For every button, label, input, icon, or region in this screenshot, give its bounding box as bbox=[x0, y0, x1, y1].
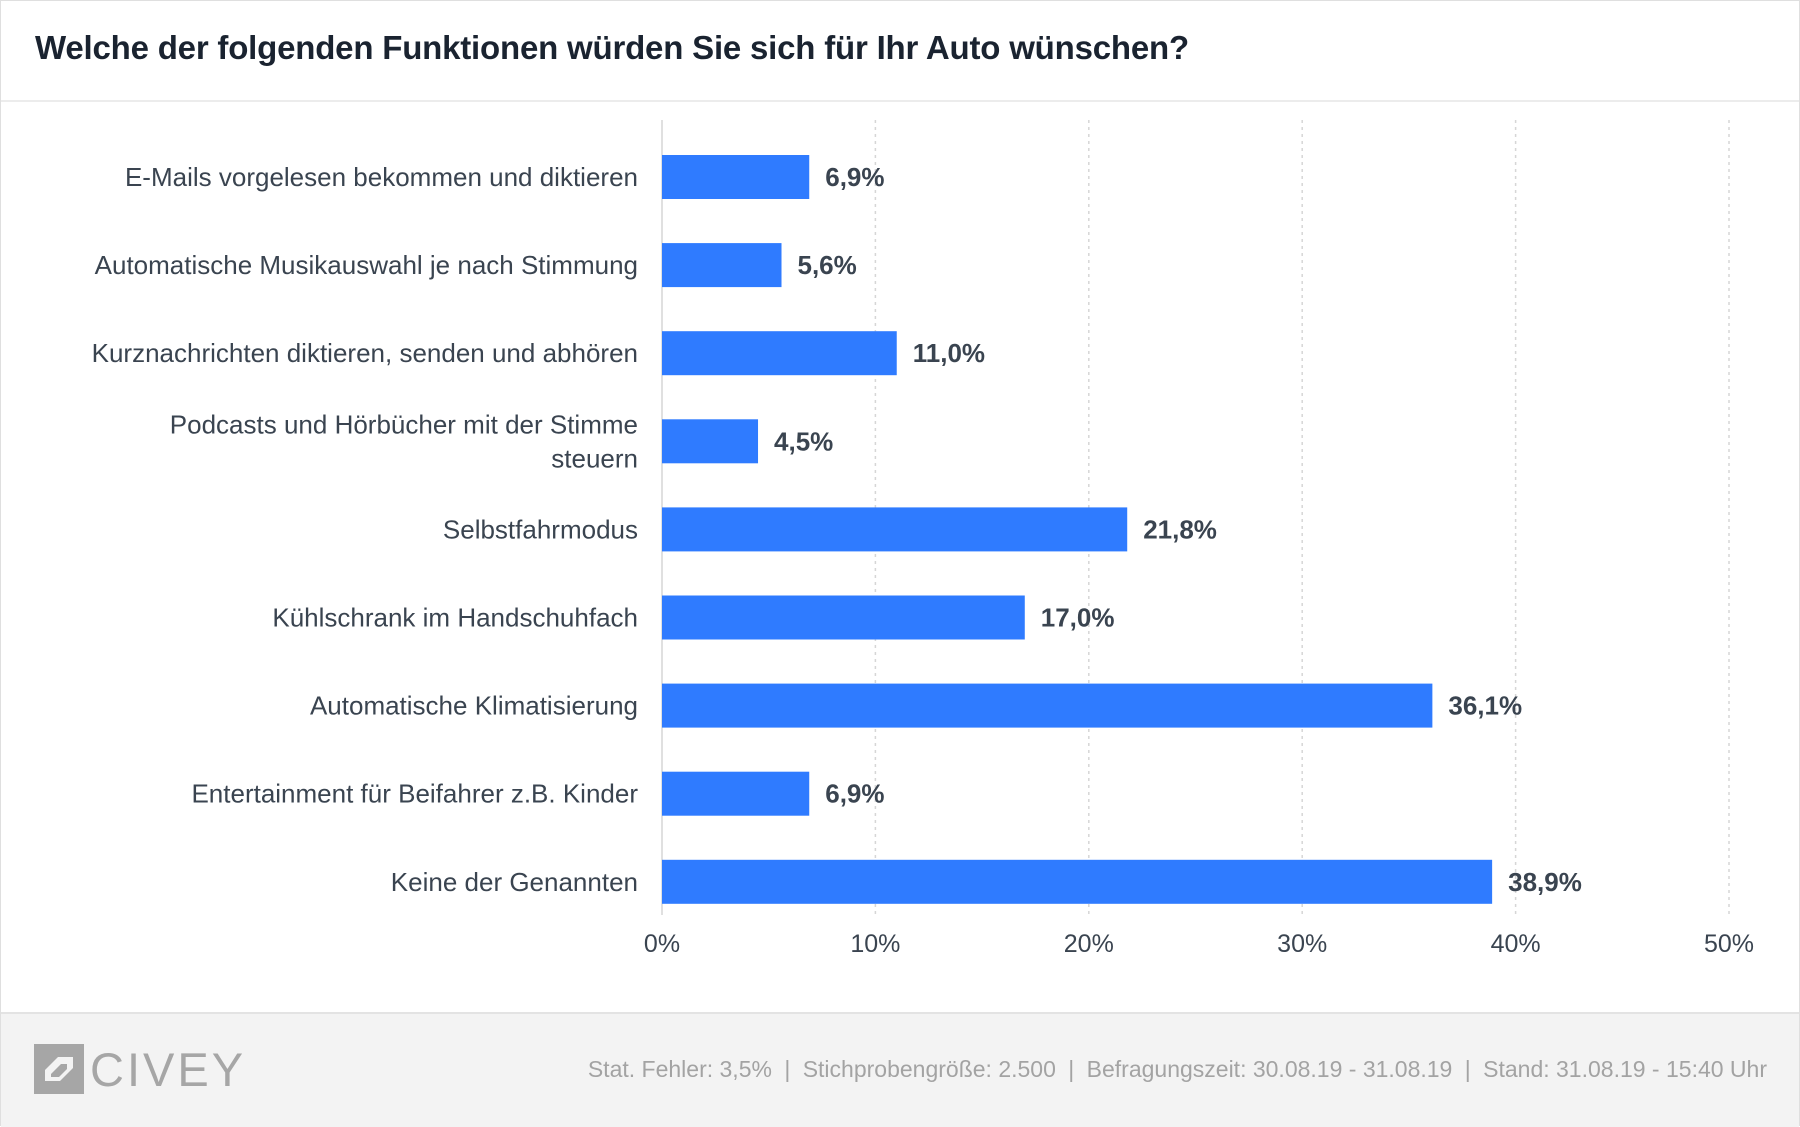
civey-logo-icon bbox=[34, 1044, 84, 1094]
separator: | bbox=[1464, 1056, 1471, 1082]
category-label: steuern bbox=[551, 443, 638, 473]
bar bbox=[662, 507, 1128, 552]
bar bbox=[662, 859, 1493, 904]
value-label: 6,9% bbox=[825, 162, 884, 192]
bar bbox=[662, 771, 810, 816]
x-tick-label: 50% bbox=[1704, 930, 1754, 958]
category-label: Automatische Musikauswahl je nach Stimmu… bbox=[95, 250, 638, 280]
value-label: 21,8% bbox=[1143, 514, 1217, 544]
bar bbox=[662, 595, 1025, 640]
value-label: 17,0% bbox=[1041, 603, 1115, 633]
category-label: Kurznachrichten diktieren, senden und ab… bbox=[92, 338, 638, 368]
footer: CIVEY Stat. Fehler: 3,5% | Stichprobengr… bbox=[1, 1012, 1799, 1127]
bar bbox=[662, 331, 897, 376]
bar bbox=[662, 155, 810, 199]
separator: | bbox=[784, 1056, 791, 1082]
as-of: Stand: 31.08.19 - 15:40 Uhr bbox=[1483, 1056, 1767, 1082]
stat-error: Stat. Fehler: 3,5% bbox=[587, 1056, 772, 1082]
category-label: Selbstfahrmodus bbox=[443, 514, 638, 544]
survey-period: Befragungszeit: 30.08.19 - 31.08.19 bbox=[1086, 1056, 1453, 1082]
chart-title: Welche der folgenden Funktionen würden S… bbox=[35, 29, 1189, 66]
value-label: 4,5% bbox=[774, 426, 833, 456]
header: Welche der folgenden Funktionen würden S… bbox=[1, 1, 1799, 102]
x-tick-label: 40% bbox=[1491, 930, 1541, 958]
separator: | bbox=[1068, 1056, 1075, 1082]
x-tick-label: 20% bbox=[1064, 930, 1114, 958]
value-label: 5,6% bbox=[798, 250, 857, 280]
bar bbox=[662, 683, 1433, 728]
logo-text: CIVEY bbox=[90, 1042, 247, 1096]
bar-chart: 0% 10% 20% 30% 40% 50% E-Mails vorgelesen beko… bbox=[92, 120, 1754, 958]
value-label: 6,9% bbox=[825, 779, 884, 809]
civey-logo[interactable]: CIVEY bbox=[34, 1042, 247, 1096]
footnote: Stat. Fehler: 3,5% | Stichprobengröße: 2… bbox=[588, 1056, 1767, 1083]
bar bbox=[662, 243, 782, 288]
x-tick-label: 10% bbox=[850, 930, 900, 958]
value-label: 36,1% bbox=[1448, 691, 1522, 721]
category-label: Podcasts und Hörbücher mit der Stimme bbox=[170, 409, 638, 439]
category-label: Keine der Genannten bbox=[391, 867, 638, 897]
x-tick-label: 0% bbox=[644, 930, 680, 958]
x-tick-label: 30% bbox=[1277, 930, 1327, 958]
category-label: E-Mails vorgelesen bekommen und diktiere… bbox=[125, 162, 638, 192]
category-label: Automatische Klimatisierung bbox=[310, 691, 638, 721]
bar bbox=[662, 419, 759, 464]
value-label: 11,0% bbox=[913, 338, 985, 368]
category-label: Entertainment für Beifahrer z.B. Kinder bbox=[191, 779, 638, 809]
sample-size: Stichprobengröße: 2.500 bbox=[802, 1056, 1056, 1082]
value-label: 38,9% bbox=[1508, 867, 1582, 897]
category-label: Kühlschrank im Handschuhfach bbox=[272, 603, 638, 633]
